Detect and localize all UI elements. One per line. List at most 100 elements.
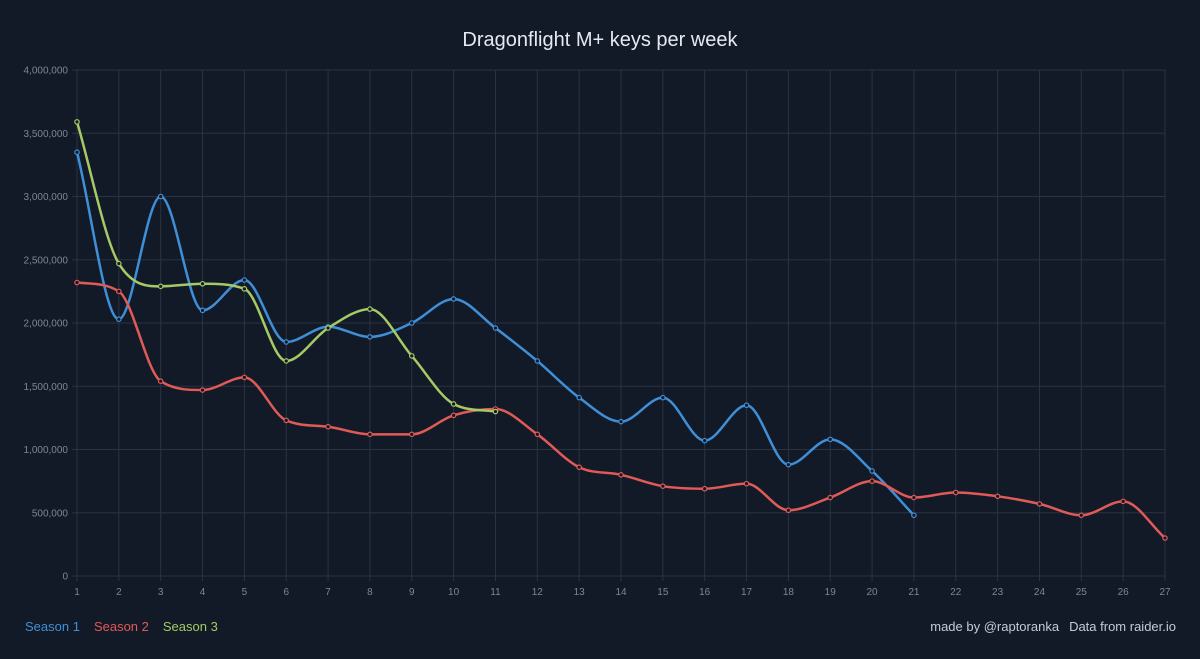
data-point[interactable] <box>743 480 750 487</box>
x-tick-label: 2 <box>116 587 122 598</box>
series-3 <box>74 119 499 415</box>
x-tick-label: 15 <box>657 587 669 598</box>
data-point[interactable] <box>283 417 290 424</box>
series-line[interactable] <box>75 150 916 517</box>
data-point[interactable] <box>869 468 875 474</box>
x-tick-label: 17 <box>741 587 753 598</box>
data-point[interactable] <box>74 279 80 286</box>
series-lines <box>74 119 1168 541</box>
x-tick-label: 24 <box>1034 587 1046 598</box>
data-point[interactable] <box>1036 501 1043 507</box>
chart-title: Dragonflight M+ keys per week <box>462 29 738 51</box>
x-tick-label: 16 <box>699 587 711 598</box>
x-tick-label: 12 <box>532 587 544 598</box>
data-point[interactable] <box>743 402 750 409</box>
legend-season-2[interactable]: Season 2 <box>93 619 149 634</box>
data-point[interactable] <box>911 494 917 501</box>
grid <box>72 69 1166 581</box>
data-point[interactable] <box>157 283 164 290</box>
x-tick-label: 21 <box>908 587 920 598</box>
data-point[interactable] <box>952 489 959 496</box>
series-2 <box>74 279 1168 541</box>
data-point[interactable] <box>785 461 792 468</box>
data-point[interactable] <box>827 494 834 501</box>
data-point[interactable] <box>701 437 708 444</box>
data-point[interactable] <box>116 260 122 267</box>
data-point[interactable] <box>74 119 80 125</box>
x-tick-label: 8 <box>367 587 373 598</box>
data-point[interactable] <box>534 358 541 364</box>
data-point[interactable] <box>199 387 206 393</box>
y-tick-label: 2,000,000 <box>24 319 69 330</box>
data-point[interactable] <box>534 431 541 438</box>
data-point[interactable] <box>199 307 206 314</box>
data-point[interactable] <box>1078 512 1085 519</box>
y-tick-label: 3,000,000 <box>24 192 69 203</box>
data-point[interactable] <box>116 316 122 323</box>
data-point[interactable] <box>283 339 290 345</box>
x-tick-label: 9 <box>409 587 415 598</box>
x-tick-label: 5 <box>242 587 248 598</box>
data-point[interactable] <box>241 374 248 381</box>
data-point[interactable] <box>450 412 457 419</box>
author-credit: made by @raptoranka <box>930 619 1060 634</box>
data-point[interactable] <box>283 358 290 364</box>
data-point[interactable] <box>241 277 248 283</box>
data-point[interactable] <box>408 353 415 359</box>
data-point[interactable] <box>618 418 624 425</box>
data-point[interactable] <box>911 512 917 519</box>
data-point[interactable] <box>576 464 582 471</box>
data-point[interactable] <box>450 296 457 302</box>
data-point[interactable] <box>1120 498 1126 505</box>
data-point[interactable] <box>325 325 331 331</box>
data-point[interactable] <box>157 378 164 384</box>
data-point[interactable] <box>199 280 206 287</box>
x-tick-label: 1 <box>74 587 80 598</box>
data-point[interactable] <box>827 436 834 443</box>
data-point[interactable] <box>367 306 373 312</box>
data-source-credit: Data from raider.io <box>1069 619 1176 634</box>
data-point[interactable] <box>1162 535 1168 541</box>
x-tick-label: 14 <box>615 587 627 598</box>
x-tick-label: 22 <box>950 587 962 598</box>
data-point[interactable] <box>701 485 708 492</box>
data-point[interactable] <box>325 423 331 430</box>
data-point[interactable] <box>157 193 164 200</box>
legend: Season 1 Season 2 Season 3 <box>25 619 218 634</box>
data-point[interactable] <box>492 325 499 331</box>
x-tick-label: 19 <box>825 587 837 598</box>
data-point[interactable] <box>367 334 373 340</box>
data-point[interactable] <box>116 288 122 295</box>
legend-season-3[interactable]: Season 3 <box>162 619 218 634</box>
legend-season-1[interactable]: Season 1 <box>25 619 80 634</box>
data-point[interactable] <box>869 478 875 484</box>
data-point[interactable] <box>994 493 1001 500</box>
x-tick-label: 4 <box>200 587 206 598</box>
data-point[interactable] <box>450 401 457 407</box>
data-point[interactable] <box>74 149 80 156</box>
series-1 <box>74 149 917 519</box>
x-tick-label: 6 <box>283 587 289 598</box>
y-tick-label: 3,500,000 <box>24 129 69 140</box>
credits: made by @raptoranka Data from raider.io <box>930 619 1176 634</box>
x-tick-label: 10 <box>448 587 460 598</box>
data-point[interactable] <box>576 394 582 401</box>
x-tick-label: 7 <box>325 587 331 598</box>
y-tick-label: 0 <box>62 572 68 583</box>
x-tick-label: 3 <box>158 587 164 598</box>
data-point[interactable] <box>660 483 666 489</box>
data-point[interactable] <box>785 507 792 514</box>
x-tick-label: 25 <box>1076 587 1088 598</box>
data-point[interactable] <box>618 471 624 478</box>
data-point[interactable] <box>408 431 415 438</box>
data-point[interactable] <box>367 431 373 438</box>
data-point[interactable] <box>408 320 415 326</box>
x-tick-label: 20 <box>867 587 879 598</box>
series-line[interactable] <box>75 120 497 413</box>
data-point[interactable] <box>492 408 499 415</box>
data-point[interactable] <box>660 394 666 401</box>
x-tick-label: 13 <box>574 587 586 598</box>
data-point[interactable] <box>241 286 248 292</box>
x-tick-label: 27 <box>1159 587 1171 598</box>
